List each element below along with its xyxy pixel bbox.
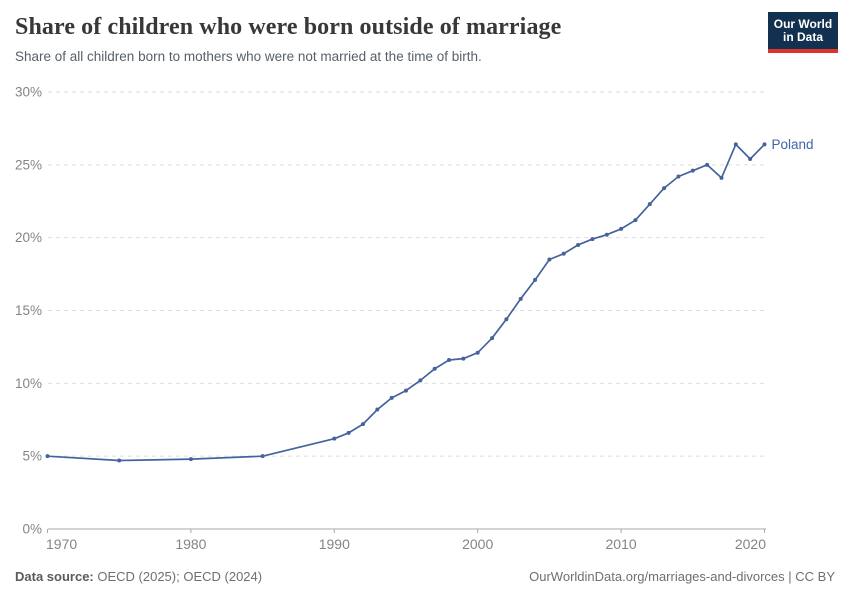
owid-logo[interactable]: Our World in Data	[768, 12, 838, 53]
data-point	[633, 218, 638, 223]
data-point	[533, 277, 538, 282]
data-point	[389, 395, 394, 400]
owid-logo-red-bar	[768, 49, 838, 53]
data-point	[117, 458, 122, 463]
data-point	[647, 202, 652, 207]
y-axis-label: 5%	[22, 449, 42, 464]
data-point	[690, 168, 695, 173]
data-point	[332, 436, 337, 441]
x-axis-label: 2000	[462, 536, 493, 552]
data-point	[490, 336, 495, 341]
y-axis-label: 30%	[15, 84, 42, 99]
x-axis-label: 1970	[46, 536, 77, 552]
attribution-link[interactable]: OurWorldinData.org/marriages-and-divorce…	[529, 569, 835, 584]
y-axis-label: 20%	[15, 230, 42, 245]
data-point	[346, 430, 351, 435]
x-axis-label: 1980	[175, 536, 206, 552]
series-line-poland	[46, 143, 766, 462]
data-point	[662, 186, 667, 191]
y-axis-label: 25%	[15, 157, 42, 172]
data-point	[518, 296, 523, 301]
data-point	[547, 257, 552, 262]
data-point	[188, 457, 193, 462]
data-point	[762, 142, 767, 147]
x-axis-label: 1990	[319, 536, 350, 552]
chart-subtitle: Share of all children born to mothers wh…	[15, 48, 482, 64]
data-point	[676, 174, 681, 179]
data-point	[475, 350, 480, 355]
page-title: Share of children who were born outside …	[15, 14, 562, 40]
data-point	[260, 454, 265, 459]
data-point	[404, 388, 408, 393]
owid-logo-box: Our World in Data	[768, 12, 838, 49]
y-axis-label: 15%	[15, 303, 42, 318]
y-axis-label: 0%	[22, 522, 42, 537]
data-point	[461, 356, 466, 361]
data-point	[604, 232, 609, 237]
data-point	[590, 237, 595, 242]
data-point	[733, 142, 738, 147]
data-point	[432, 366, 437, 371]
data-point	[748, 156, 753, 161]
chart-header: Share of children who were born outside …	[15, 12, 838, 64]
chart-footer: Data source: OECD (2025); OECD (2024) Ou…	[15, 569, 835, 584]
data-source-label: Data source:	[15, 569, 94, 584]
data-point	[45, 454, 50, 459]
y-axis-label: 10%	[15, 376, 42, 391]
data-point	[360, 422, 365, 427]
series-label-poland: Poland	[772, 137, 814, 152]
data-point	[504, 317, 509, 322]
data-point	[619, 226, 624, 231]
data-point	[447, 358, 452, 363]
data-source-value: OECD (2025); OECD (2024)	[93, 569, 263, 584]
data-point	[705, 162, 710, 167]
owid-logo-line1: Our World	[773, 16, 833, 31]
data-point	[561, 251, 566, 256]
owid-logo-line2: in Data	[782, 29, 823, 44]
x-axis-label: 2020	[735, 536, 766, 552]
x-axis-label: 2010	[606, 536, 637, 552]
data-point	[418, 378, 423, 383]
data-point	[375, 407, 380, 412]
data-point	[576, 242, 581, 247]
data-point	[719, 175, 724, 180]
data-source-note: Data source: OECD (2025); OECD (2024)	[15, 569, 262, 584]
